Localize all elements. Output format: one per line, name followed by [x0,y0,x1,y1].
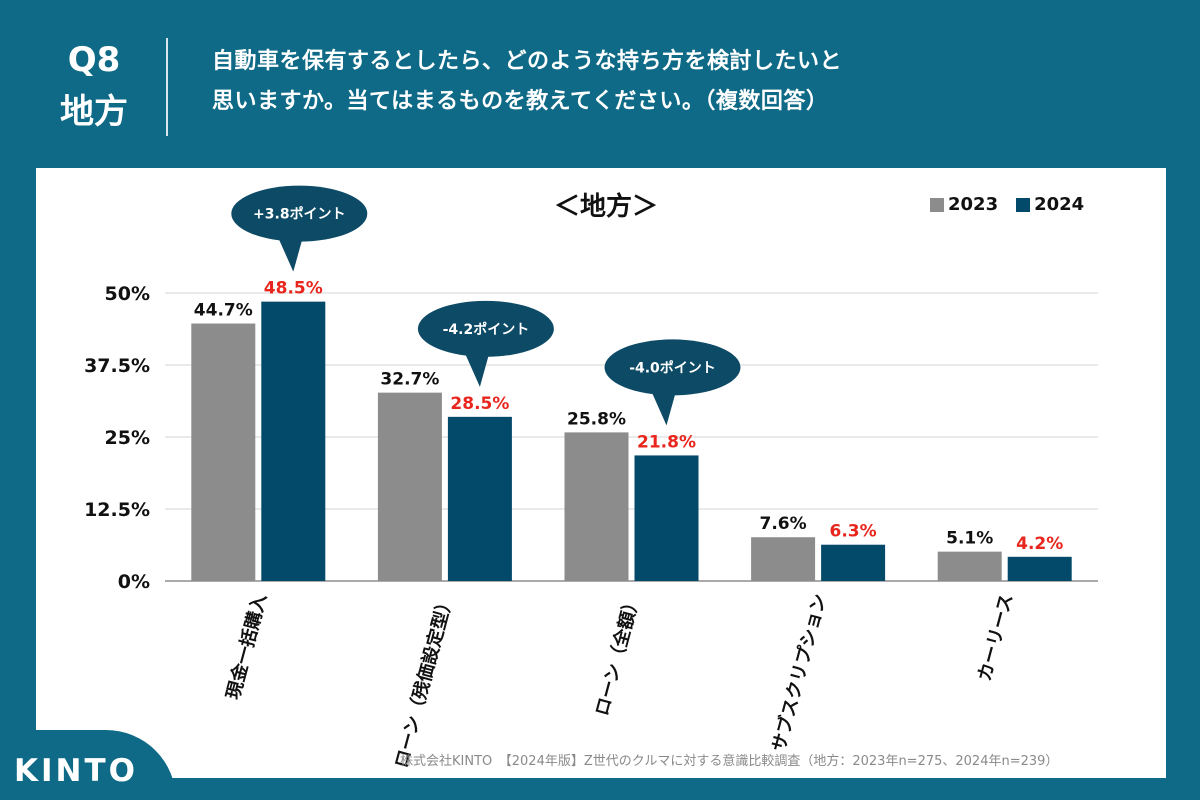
header: Q8 地方 自動車を保有するとしたら、どのような持ち方を検討したいと 思いますか… [0,0,1200,168]
question-number: Q8 [67,40,121,80]
question-badge: Q8 地方 [48,34,140,138]
source-note: 株式会社KINTO 【2024年版】Z世代のクルマに対する意識比較調査（地方：2… [400,754,1059,769]
chart-title: ＜地方＞ [553,192,658,222]
question-line-1: 自動車を保有するとしたら、どのような持ち方を検討したいと [212,49,843,74]
question-text: 自動車を保有するとしたら、どのような持ち方を検討したいと 思いますか。当てはまる… [212,42,1112,122]
header-divider [166,38,168,136]
legend-swatch-2023 [930,197,944,212]
legend-label-2023: 2023 [948,194,999,215]
question-line-2: 思いますか。当てはまるものを教えてください。（複数回答） [212,89,829,114]
legend-item-2024: 2024 [1016,194,1084,215]
chart-legend: 2023 2024 [930,194,1102,215]
legend-label-2024: 2024 [1034,194,1085,215]
kinto-logo: KINTO [14,753,138,789]
region-label: 地方 [60,92,128,132]
legend-item-2023: 2023 [930,194,998,215]
legend-swatch-2024 [1016,197,1031,212]
chart-panel [36,168,1166,778]
